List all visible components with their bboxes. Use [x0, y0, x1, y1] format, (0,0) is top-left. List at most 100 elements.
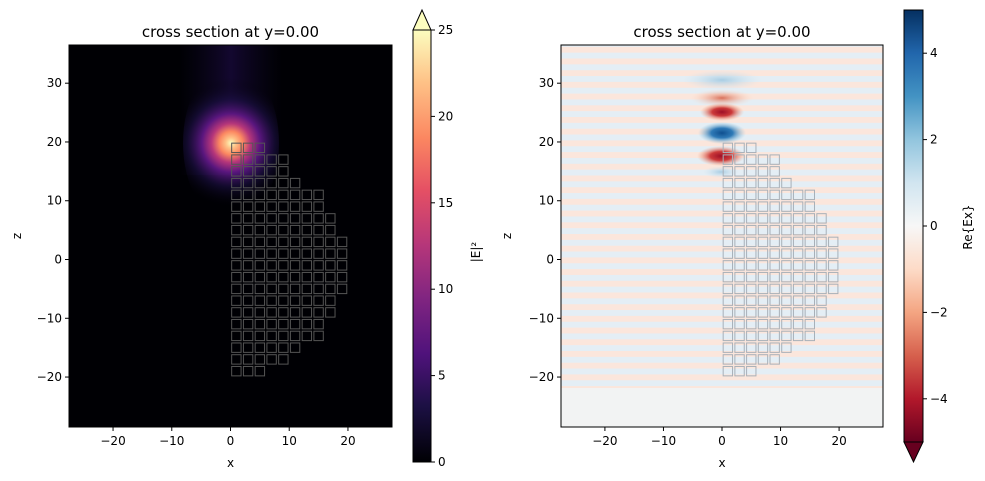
- right-structure-cell: [734, 295, 745, 306]
- right-structure-cell: [781, 224, 792, 236]
- right-structure-cell: [792, 318, 804, 330]
- right-colorbar: −4 −2 0 2 4 Re{Ex}: [903, 9, 975, 464]
- right-plot-panel: cross section at y=0.00 −20 −10 0 10 20 −20 −1…: [500, 23, 884, 470]
- right-structure-cell: [804, 271, 816, 283]
- right-structure-cell: [757, 283, 769, 295]
- left-colorbar-ticks: 0 5 10 15 20 25: [431, 23, 453, 469]
- left-structure-cell: [336, 283, 348, 295]
- right-structure-cell: [792, 201, 804, 212]
- right-plot-xlabel: x: [718, 456, 725, 470]
- left-structure-cell: [231, 271, 242, 283]
- left-structure-cell: [254, 236, 266, 248]
- right-structure-cell: [769, 283, 780, 295]
- right-plot-lobe-red: [697, 146, 745, 166]
- left-structure-cell: [301, 201, 313, 212]
- right-structure-cell: [816, 283, 827, 295]
- left-structure-cell: [313, 271, 324, 283]
- left-structure-cell: [254, 224, 266, 236]
- right-structure-cell: [722, 213, 734, 224]
- right-structure-cell: [769, 224, 780, 236]
- left-ytick-label: −10: [37, 311, 62, 325]
- left-structure-cell: [313, 318, 324, 330]
- left-structure-cell: [313, 224, 324, 236]
- left-structure-cell: [289, 236, 301, 248]
- left-plot-title: cross section at y=0.00: [142, 23, 319, 41]
- left-structure-cell: [289, 342, 301, 353]
- left-structure-cell: [242, 224, 254, 236]
- right-structure-cell: [746, 295, 757, 306]
- right-structure-cell: [746, 224, 757, 236]
- right-structure-cell: [746, 271, 757, 283]
- right-structure-cell: [828, 236, 839, 248]
- right-structure-cell: [722, 189, 734, 201]
- right-structure-cell: [722, 365, 734, 377]
- right-structure-cell: [722, 283, 734, 295]
- left-structure-cell: [242, 318, 254, 330]
- right-structure-cell: [757, 213, 769, 224]
- right-structure-cell: [781, 342, 792, 353]
- right-structure-cell: [746, 189, 757, 201]
- right-structure-cell: [746, 142, 757, 154]
- left-structure-cell: [231, 177, 242, 189]
- right-structure-cell: [828, 260, 839, 271]
- right-structure-cell: [769, 189, 780, 201]
- colorbar-tick-label: 5: [438, 369, 446, 383]
- right-structure-cell: [746, 201, 757, 212]
- left-structure-cell: [301, 330, 313, 342]
- left-structure-cell: [301, 213, 313, 224]
- right-structure-cell: [746, 166, 757, 177]
- left-structure-cell: [325, 295, 336, 306]
- right-structure-cell: [804, 307, 816, 318]
- left-structure-cell: [289, 213, 301, 224]
- left-structure-cell: [278, 318, 289, 330]
- right-xtick-label: −10: [651, 434, 676, 448]
- right-structure-cell: [769, 154, 780, 165]
- right-ytick-label: 20: [539, 135, 554, 149]
- right-structure-cell: [722, 236, 734, 248]
- right-structure-cell: [816, 224, 827, 236]
- right-xtick-label: −20: [592, 434, 617, 448]
- left-structure-cell: [301, 224, 313, 236]
- left-structure-cell: [266, 248, 277, 259]
- right-structure-cell: [792, 189, 804, 201]
- right-structure-cell: [734, 142, 745, 154]
- right-structure-cell: [792, 224, 804, 236]
- right-structure-cell: [757, 189, 769, 201]
- left-structure-cell: [242, 283, 254, 295]
- right-structure-cell: [757, 307, 769, 318]
- left-structure-cell: [231, 307, 242, 318]
- right-structure-cell: [734, 213, 745, 224]
- right-structure-cell: [722, 260, 734, 271]
- right-structure-cell: [804, 224, 816, 236]
- left-structure-cell: [313, 307, 324, 318]
- left-structure-cell: [266, 236, 277, 248]
- left-structure-cell: [231, 189, 242, 201]
- right-structure-cell: [792, 330, 804, 342]
- right-structure-cell: [746, 318, 757, 330]
- right-structure-cell: [734, 236, 745, 248]
- right-structure-cell: [734, 283, 745, 295]
- left-structure-cell: [289, 177, 301, 189]
- left-structure-cell: [254, 201, 266, 212]
- right-structure-cell: [792, 295, 804, 306]
- right-ytick-label: −20: [529, 370, 554, 384]
- left-structure-cell: [278, 166, 289, 177]
- left-structure-cell: [278, 213, 289, 224]
- right-structure-cell: [722, 177, 734, 189]
- left-structure-cell: [242, 342, 254, 353]
- left-structure-cell: [231, 201, 242, 212]
- right-plot-lobe-red-top: [700, 103, 744, 121]
- right-structure-cell: [722, 154, 734, 165]
- right-structure-cell: [804, 213, 816, 224]
- colorbar-tick-label: 20: [438, 109, 453, 123]
- right-structure-cell: [746, 213, 757, 224]
- right-structure-cell: [722, 142, 734, 154]
- right-structure-cell: [757, 154, 769, 165]
- right-ytick-label: 10: [539, 194, 554, 208]
- left-structure-cell: [301, 248, 313, 259]
- left-structure-cell: [325, 271, 336, 283]
- right-structure-cell: [792, 283, 804, 295]
- left-structure-cell: [254, 189, 266, 201]
- right-structure-cell: [746, 260, 757, 271]
- right-structure-cell: [792, 213, 804, 224]
